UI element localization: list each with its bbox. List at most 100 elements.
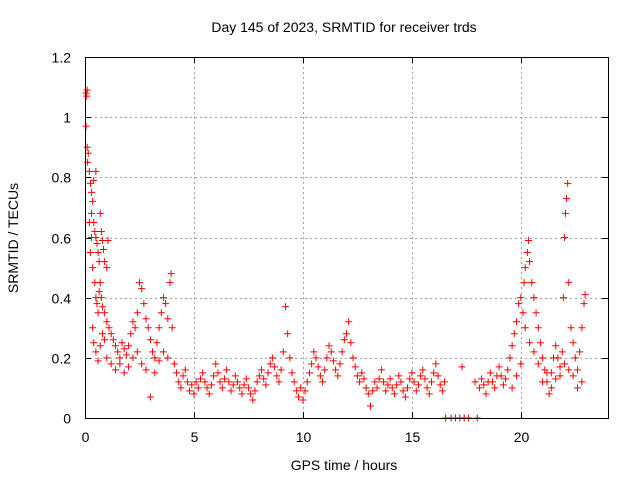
data-point	[382, 387, 390, 395]
data-point	[565, 279, 573, 287]
data-point	[268, 354, 276, 362]
data-point	[573, 384, 581, 392]
data-point	[144, 324, 152, 332]
data-point	[105, 324, 113, 332]
data-point	[388, 384, 396, 392]
data-point	[497, 372, 505, 380]
y-tick-label: 0	[63, 411, 71, 427]
data-point	[94, 249, 102, 257]
data-point	[564, 179, 572, 187]
data-point	[475, 384, 483, 392]
x-axis-label: GPS time / hours	[291, 457, 398, 473]
data-point	[159, 294, 167, 302]
data-point	[135, 279, 143, 287]
data-point	[559, 294, 567, 302]
data-point	[362, 384, 370, 392]
data-point	[151, 369, 159, 377]
data-point	[419, 366, 427, 374]
data-point	[238, 390, 246, 398]
data-point	[580, 300, 588, 308]
data-point	[358, 369, 366, 377]
data-point	[142, 366, 150, 374]
data-point	[133, 309, 141, 317]
data-point	[242, 375, 250, 383]
data-point	[138, 285, 146, 293]
data-point	[218, 384, 226, 392]
data-point	[101, 258, 109, 266]
data-point	[425, 390, 433, 398]
x-tick-label: 5	[191, 429, 199, 445]
data-point	[534, 360, 542, 368]
data-point	[271, 363, 279, 371]
data-point	[103, 318, 111, 326]
data-point	[581, 291, 589, 299]
data-point	[118, 339, 126, 347]
data-point	[310, 348, 318, 356]
data-point	[327, 348, 335, 356]
data-point	[93, 300, 101, 308]
data-point	[471, 378, 479, 386]
data-point	[502, 375, 510, 383]
data-point	[88, 209, 96, 217]
y-tick-label: 0.2	[52, 351, 72, 367]
data-point	[340, 336, 348, 344]
data-point	[140, 300, 148, 308]
x-axis-ticks: 0 5 10 15 20	[82, 57, 529, 445]
data-point	[386, 375, 394, 383]
data-point	[94, 357, 102, 365]
data-point	[90, 339, 98, 347]
y-tick-label: 0.8	[52, 170, 72, 186]
data-point	[517, 294, 525, 302]
data-point	[565, 366, 573, 374]
data-point	[157, 309, 165, 317]
data-point	[96, 342, 104, 350]
data-point	[159, 348, 167, 356]
data-point	[284, 330, 292, 338]
data-point	[153, 339, 161, 347]
data-point	[366, 402, 374, 410]
data-point	[96, 279, 104, 287]
data-point	[414, 381, 422, 389]
data-point	[85, 167, 93, 175]
data-point	[273, 372, 281, 380]
data-point	[181, 366, 189, 374]
data-point	[499, 381, 507, 389]
data-point	[329, 357, 337, 365]
data-point	[151, 354, 159, 362]
data-point	[436, 381, 444, 389]
data-point	[303, 378, 311, 386]
data-point	[260, 375, 268, 383]
data-point	[167, 270, 175, 278]
data-point	[427, 378, 435, 386]
data-point	[301, 387, 309, 395]
data-point	[515, 300, 523, 308]
data-point	[125, 363, 133, 371]
data-point	[297, 384, 305, 392]
data-point	[266, 360, 274, 368]
data-point	[97, 227, 105, 235]
data-point	[190, 390, 198, 398]
data-point	[97, 294, 105, 302]
data-point	[534, 324, 542, 332]
data-point	[89, 197, 97, 205]
data-point	[521, 324, 529, 332]
y-tick-label: 0.4	[52, 291, 72, 307]
data-point	[155, 324, 163, 332]
data-point	[212, 360, 220, 368]
data-point	[573, 366, 581, 374]
data-point	[104, 237, 112, 245]
data-point	[279, 348, 287, 356]
data-point	[227, 387, 235, 395]
data-point	[138, 360, 146, 368]
data-point	[133, 348, 141, 356]
data-point	[223, 366, 231, 374]
data-point	[149, 348, 157, 356]
data-point	[93, 240, 101, 248]
data-point	[506, 354, 514, 362]
data-point	[562, 209, 570, 217]
data-point	[234, 378, 242, 386]
data-point	[85, 218, 93, 226]
data-point	[249, 396, 257, 404]
chart-title: Day 145 of 2023, SRMTID for receiver trd…	[211, 19, 476, 35]
x-tick-label: 0	[82, 429, 90, 445]
